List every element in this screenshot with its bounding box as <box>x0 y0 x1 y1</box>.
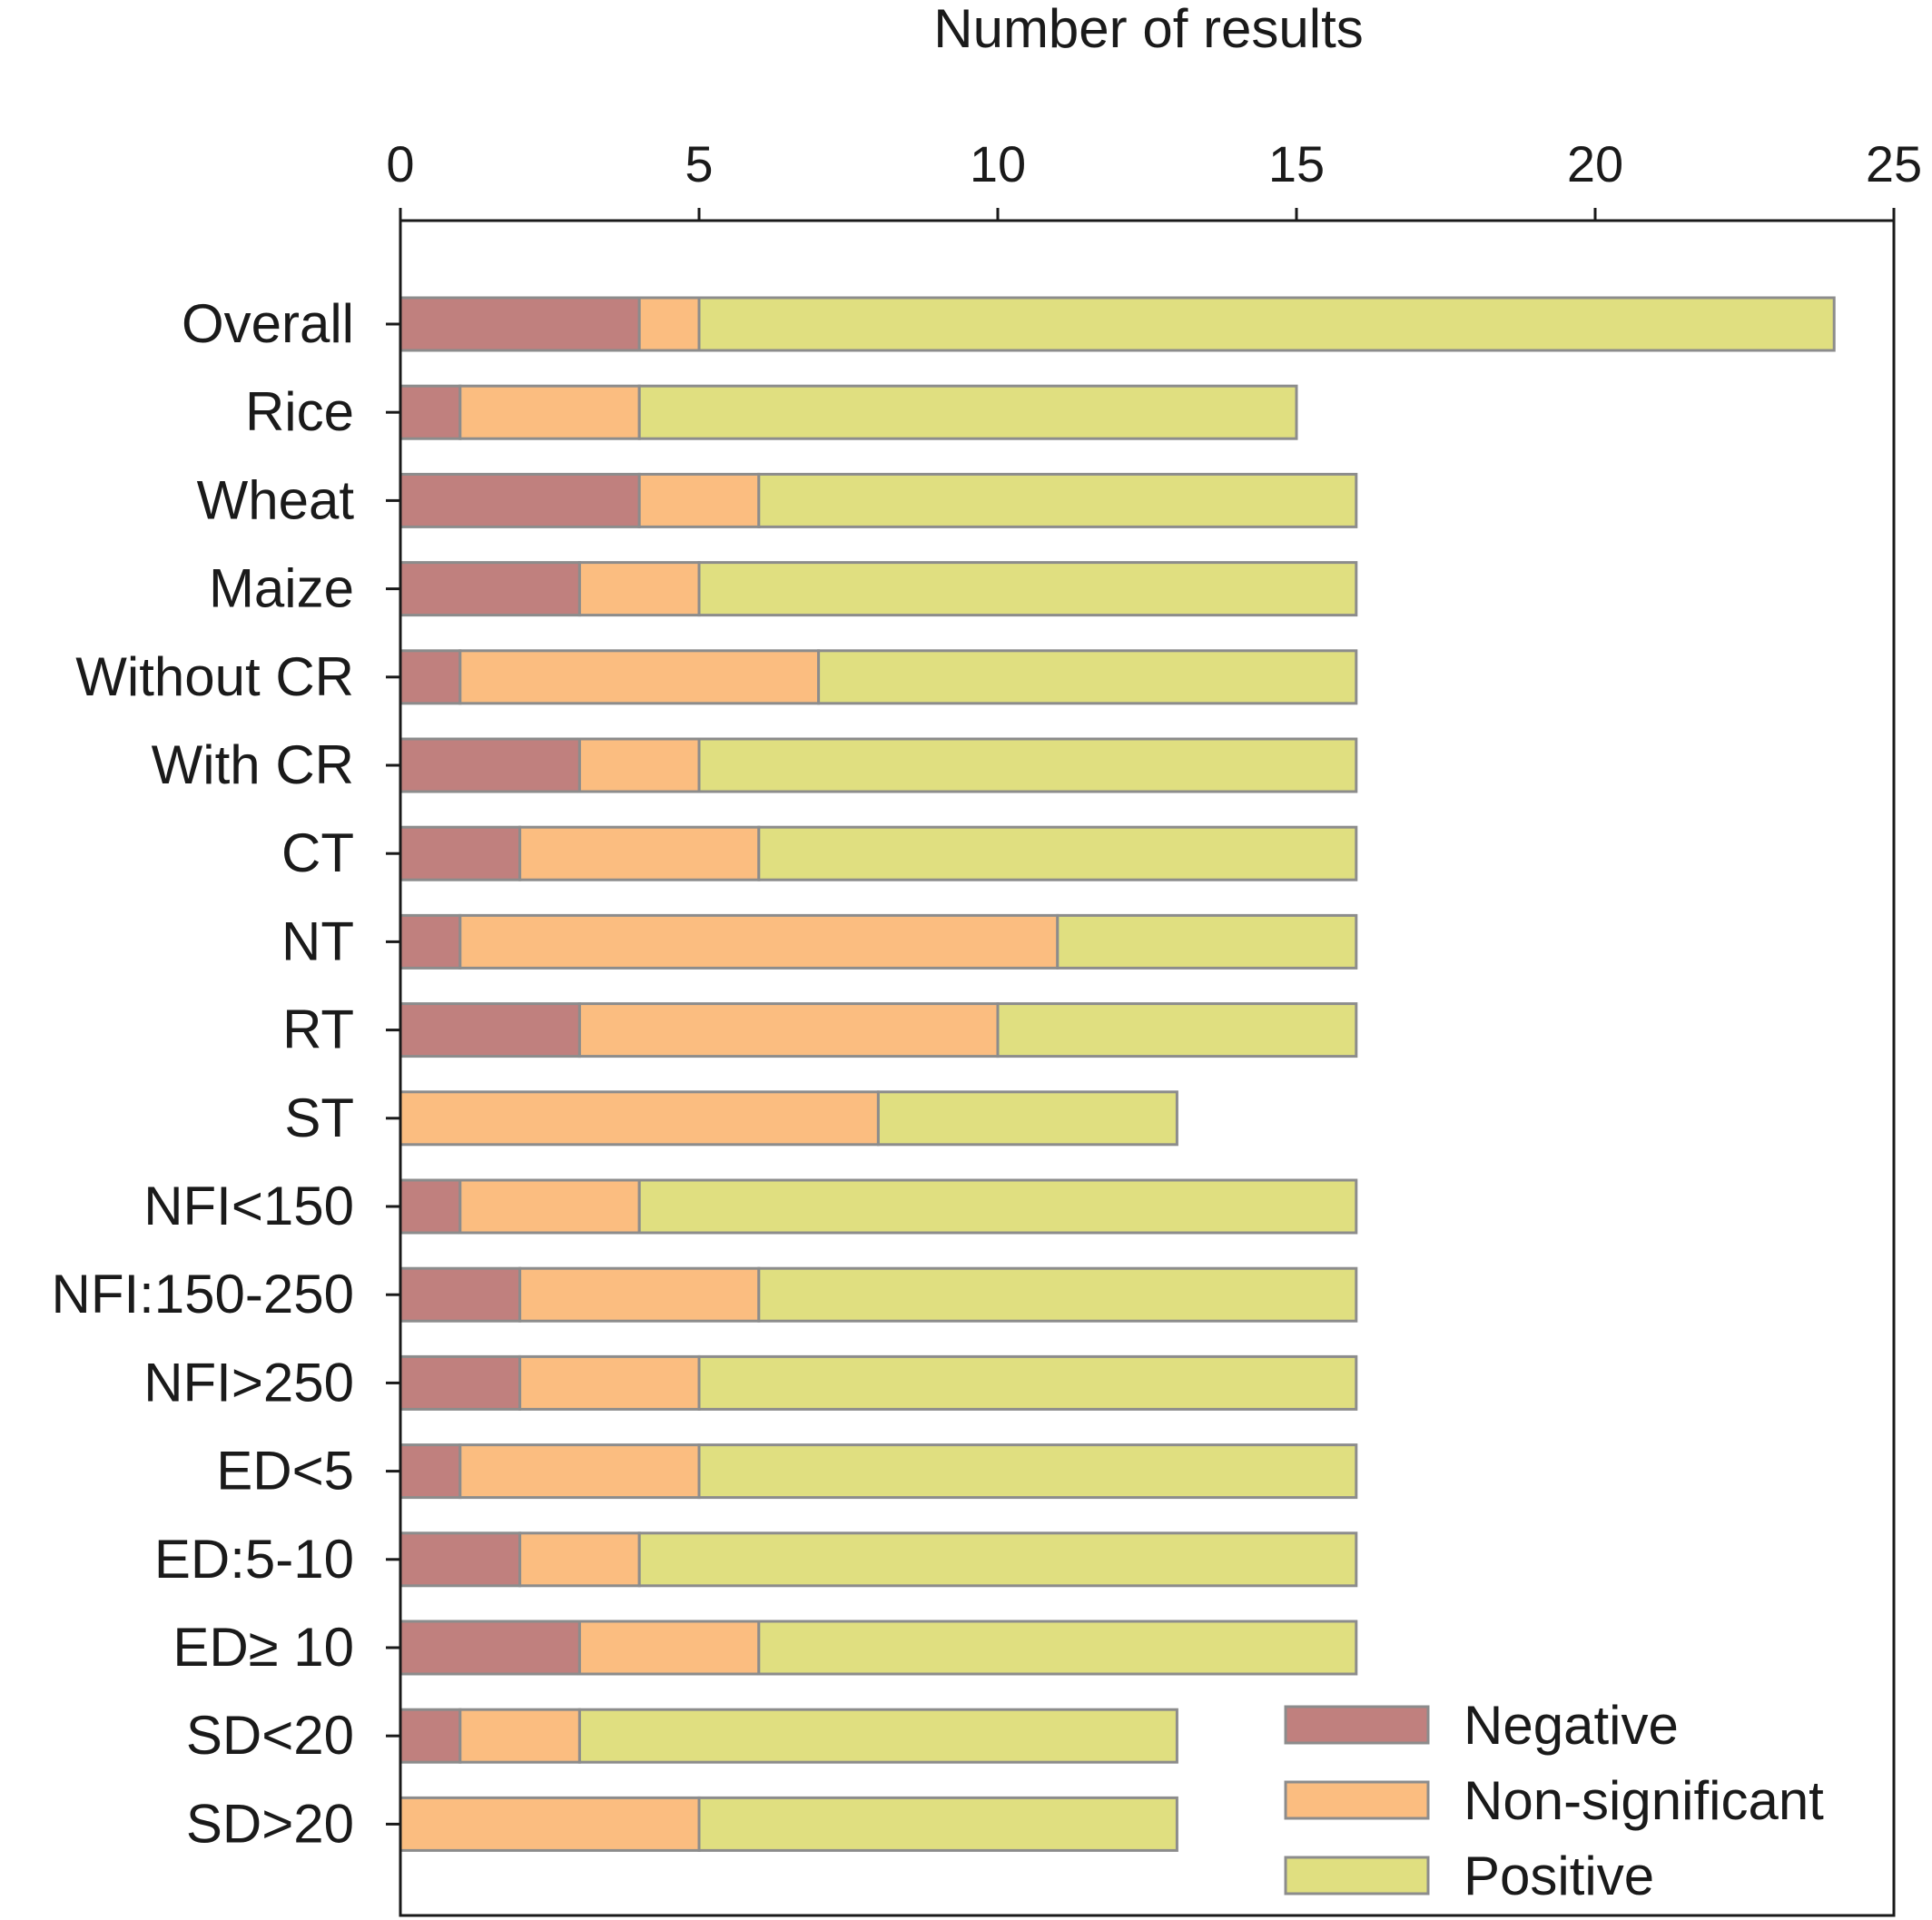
x-tick-label: 0 <box>386 135 414 192</box>
category-label: Maize <box>209 558 354 619</box>
bar-segment-positive <box>757 825 1358 881</box>
legend-swatch <box>1284 1705 1430 1745</box>
bar-segment-negative <box>399 1266 522 1323</box>
bar-segment-negative <box>399 1178 462 1235</box>
bar-segment-negative <box>399 1620 581 1676</box>
bar-segment-positive <box>697 1354 1358 1411</box>
category-label: SD>20 <box>186 1793 354 1854</box>
bar-segment-positive <box>757 472 1358 528</box>
x-tick-label: 25 <box>1866 135 1922 192</box>
bar-segment-non-significant <box>577 1620 761 1676</box>
category-label: NFI<150 <box>143 1176 354 1236</box>
bar-segment-positive <box>817 649 1358 705</box>
legend: Negative Non-significant Positive <box>1284 1695 1824 1906</box>
bar-segment-positive <box>697 1796 1178 1852</box>
category-label: NT <box>281 911 354 971</box>
category-label: ED<5 <box>216 1441 354 1502</box>
bar-segment-positive <box>697 1443 1358 1500</box>
category-label: ED:5-10 <box>154 1529 354 1590</box>
x-axis-label: Number of results <box>933 0 1364 59</box>
bar-segment-negative <box>399 561 581 617</box>
bar-segment-non-significant <box>518 1531 641 1588</box>
bar-segment-positive <box>697 296 1836 352</box>
bar-segment-negative <box>399 296 641 352</box>
category-label: NFI>250 <box>143 1352 354 1413</box>
bar-segment-positive <box>1056 913 1358 970</box>
bar-segment-non-significant <box>399 1090 880 1147</box>
x-tick-label: 5 <box>685 135 713 192</box>
legend-swatch <box>1284 1780 1430 1820</box>
bar-segment-non-significant <box>458 1178 641 1235</box>
category-label: Without CR <box>75 646 354 707</box>
bar-segment-negative <box>399 1443 462 1500</box>
legend-label: Negative <box>1464 1695 1679 1756</box>
bar-segment-non-significant <box>458 1708 581 1764</box>
bar-segment-non-significant <box>577 561 701 617</box>
bar-segment-positive <box>697 737 1358 793</box>
category-label: CT <box>281 822 354 883</box>
bar-segment-non-significant <box>577 737 701 793</box>
category-label: With CR <box>152 734 354 795</box>
bar-segment-positive <box>697 561 1358 617</box>
category-label: ST <box>284 1088 354 1148</box>
bar-segment-positive <box>876 1090 1178 1147</box>
x-tick-label: 20 <box>1567 135 1623 192</box>
category-label: Rice <box>245 381 354 442</box>
bar-segment-positive <box>757 1266 1358 1323</box>
bar-segment-non-significant <box>637 472 761 528</box>
bar-segment-non-significant <box>399 1796 701 1852</box>
category-label: SD<20 <box>186 1705 354 1766</box>
bar-segment-positive <box>637 1531 1358 1588</box>
bar-segment-negative <box>399 384 462 440</box>
bar-segment-non-significant <box>458 1443 701 1500</box>
x-tick-label: 15 <box>1268 135 1325 192</box>
legend-swatch <box>1284 1856 1430 1895</box>
bar-segment-non-significant <box>577 1002 1000 1058</box>
x-tick-label: 10 <box>970 135 1026 192</box>
bar-segment-negative <box>399 737 581 793</box>
bar-segment-positive <box>637 384 1298 440</box>
category-label: NFI:150-250 <box>51 1264 354 1324</box>
bar-segment-negative <box>399 913 462 970</box>
category-label: Wheat <box>197 469 355 530</box>
bar-segment-non-significant <box>637 296 701 352</box>
bar-segment-negative <box>399 1002 581 1058</box>
bar-segment-positive <box>757 1620 1358 1676</box>
bar-segment-non-significant <box>458 384 641 440</box>
bar-segment-non-significant <box>458 913 1060 970</box>
category-label: ED≥ 10 <box>172 1617 354 1678</box>
bar-segment-negative <box>399 825 522 881</box>
bar-segment-negative <box>399 649 462 705</box>
plot-frame <box>399 219 1896 1917</box>
bar-segment-positive <box>577 1708 1178 1764</box>
bar-segment-non-significant <box>518 1266 761 1323</box>
bar-segment-negative <box>399 1531 522 1588</box>
bar-segment-negative <box>399 472 641 528</box>
category-label: RT <box>282 999 354 1060</box>
bar-segment-negative <box>399 1354 522 1411</box>
bar-segment-positive <box>637 1178 1358 1235</box>
bar-segment-non-significant <box>518 825 761 881</box>
bar-segment-non-significant <box>518 1354 701 1411</box>
bar-segment-non-significant <box>458 649 821 705</box>
legend-label: Non-significant <box>1464 1770 1824 1831</box>
category-label: Overall <box>182 293 354 354</box>
bar-segment-positive <box>996 1002 1358 1058</box>
bar-segment-negative <box>399 1708 462 1764</box>
legend-label: Positive <box>1464 1846 1654 1906</box>
